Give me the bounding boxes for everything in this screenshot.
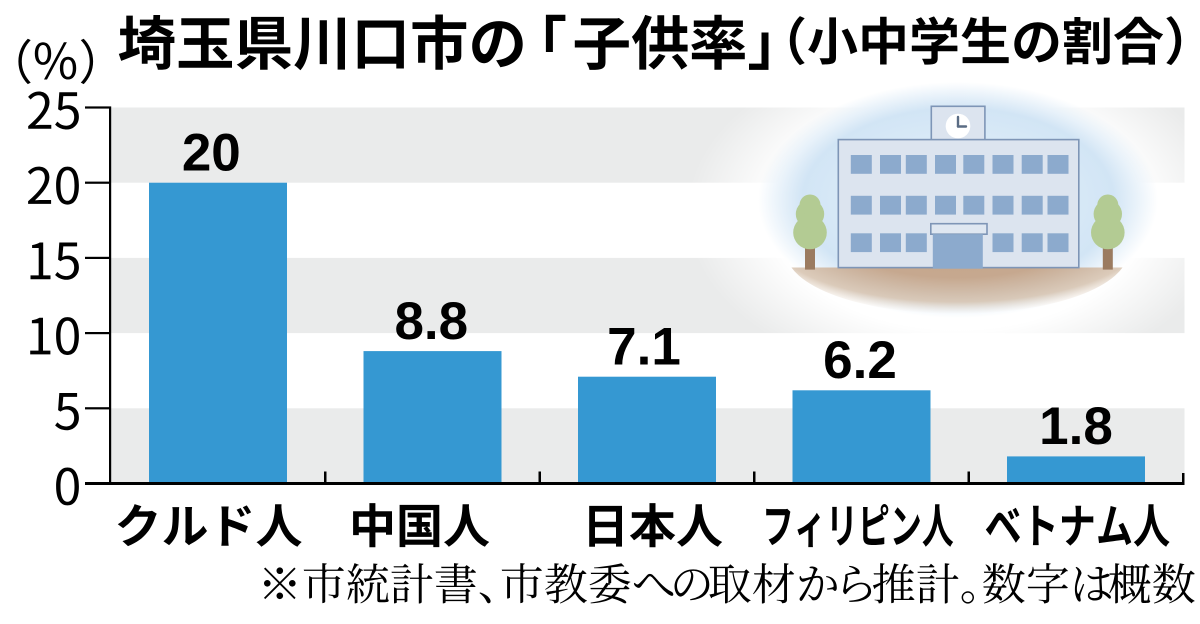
svg-text:1.8: 1.8 [1039, 397, 1113, 456]
svg-text:6.2: 6.2 [823, 331, 897, 390]
svg-text:8.8: 8.8 [394, 292, 468, 351]
svg-text:7.1: 7.1 [607, 317, 681, 376]
svg-text:20: 20 [182, 124, 241, 183]
